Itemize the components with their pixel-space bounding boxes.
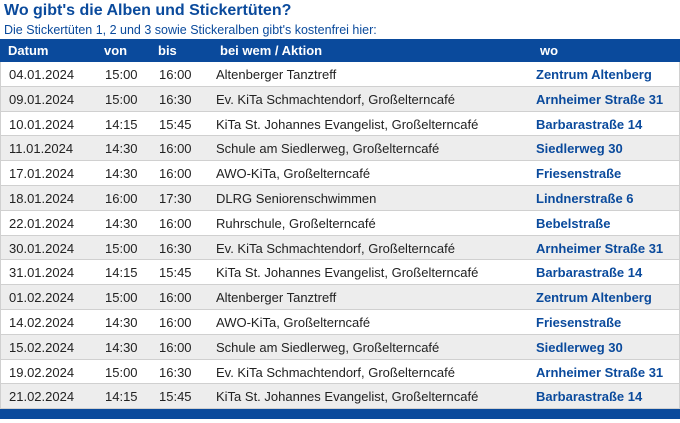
- table-row: 21.02.2024 14:15 15:45 KiTa St. Johannes Ev…: [0, 384, 680, 410]
- table-row: 10.01.2024 14:15 15:45 KiTa St. Johannes Ev…: [0, 111, 680, 137]
- cell-datum: 21.02.2024: [9, 389, 75, 405]
- table-header: Datum von bis bei wem / Aktion wo: [0, 39, 680, 62]
- cell-aktion: Ev. KiTa Schmachtendorf, Großelterncafé: [216, 91, 455, 107]
- cell-datum: 15.02.2024: [9, 339, 75, 355]
- cell-aktion: Ev. KiTa Schmachtendorf, Großelterncafé: [216, 240, 455, 256]
- header-datum: Datum: [8, 43, 49, 58]
- table-row: 09.01.2024 15:00 16:30 Ev. KiTa Schmachtend…: [0, 86, 680, 112]
- cell-bis: 16:00: [159, 290, 192, 306]
- cell-aktion: AWO-KiTa, Großelterncafé: [216, 166, 371, 182]
- cell-wo-link[interactable]: Siedlerweg 30: [536, 339, 623, 355]
- cell-wo-link[interactable]: Zentrum Altenberg: [536, 290, 652, 306]
- cell-bis: 16:00: [159, 215, 192, 231]
- cell-von: 14:30: [105, 314, 138, 330]
- table-row: 18.01.2024 16:00 17:30 DLRG Seniorenschwimm…: [0, 185, 680, 211]
- cell-wo-link[interactable]: Bebelstraße: [536, 215, 611, 231]
- cell-von: 15:00: [105, 91, 138, 107]
- cell-wo-link[interactable]: Siedlerweg 30: [536, 141, 623, 157]
- cell-aktion: Schule am Siedlerweg, Großelterncafé: [216, 339, 440, 355]
- cell-von: 14:15: [105, 265, 138, 281]
- cell-bis: 16:00: [159, 166, 192, 182]
- header-von: von: [104, 43, 128, 58]
- table-footer-bar: [0, 409, 680, 420]
- cell-bis: 15:45: [159, 389, 192, 405]
- table-row: 01.02.2024 15:00 16:00 Altenberger Tanztref…: [0, 285, 680, 310]
- schedule-table: Datum von bis bei wem / Aktion wo 04.01.…: [0, 39, 680, 420]
- cell-wo-link[interactable]: Zentrum Altenberg: [536, 67, 652, 82]
- cell-aktion: Altenberger Tanztreff: [216, 67, 337, 82]
- cell-datum: 19.02.2024: [9, 364, 75, 380]
- header-aktion: bei wem / Aktion: [220, 43, 323, 58]
- cell-von: 14:15: [105, 389, 138, 405]
- cell-bis: 16:30: [159, 364, 192, 380]
- cell-datum: 30.01.2024: [9, 240, 75, 256]
- cell-aktion: DLRG Seniorenschwimmen: [216, 190, 377, 206]
- cell-bis: 16:30: [159, 91, 192, 107]
- cell-wo-link[interactable]: Lindnerstraße 6: [536, 190, 634, 206]
- cell-wo-link[interactable]: Friesenstraße: [536, 314, 622, 330]
- cell-von: 14:15: [105, 116, 138, 132]
- cell-von: 14:30: [105, 215, 138, 231]
- cell-bis: 16:00: [159, 141, 192, 157]
- cell-von: 15:00: [105, 240, 138, 256]
- table-row: 31.01.2024 14:15 15:45 KiTa St. Johannes Ev…: [0, 260, 680, 286]
- cell-aktion: AWO-KiTa, Großelterncafé: [216, 314, 371, 330]
- table-row: 19.02.2024 15:00 16:30 Ev. KiTa Schmachtend…: [0, 359, 680, 385]
- cell-von: 15:00: [105, 67, 138, 82]
- cell-wo-link[interactable]: Arnheimer Straße 31: [536, 364, 664, 380]
- page-subtitle: Die Stickertüten 1, 2 und 3 sowie Sticke…: [4, 23, 377, 37]
- cell-bis: 16:30: [159, 240, 192, 256]
- table-row: 30.01.2024 15:00 16:30 Ev. KiTa Schmachtend…: [0, 235, 680, 261]
- table-row: 15.02.2024 14:30 16:00 Schule am Siedlerweg…: [0, 334, 680, 360]
- cell-aktion: KiTa St. Johannes Evangelist, Großeltern…: [216, 389, 479, 405]
- header-wo: wo: [540, 43, 559, 58]
- cell-wo-link[interactable]: Barbarastraße 14: [536, 116, 643, 132]
- table-row: 22.01.2024 14:30 16:00 Ruhrschule, Großelte…: [0, 210, 680, 236]
- table-body: 04.01.2024 15:00 16:00 Altenberger Tanztref…: [0, 62, 680, 410]
- table-row: 04.01.2024 15:00 16:00 Altenberger Tanztref…: [0, 62, 680, 87]
- cell-datum: 09.01.2024: [9, 91, 75, 107]
- cell-wo-link[interactable]: Barbarastraße 14: [536, 265, 643, 281]
- cell-datum: 14.02.2024: [9, 314, 75, 330]
- cell-von: 14:30: [105, 141, 138, 157]
- cell-aktion: Ruhrschule, Großelterncafé: [216, 215, 376, 231]
- cell-datum: 22.01.2024: [9, 215, 75, 231]
- cell-aktion: KiTa St. Johannes Evangelist, Großeltern…: [216, 265, 479, 281]
- cell-datum: 17.01.2024: [9, 166, 75, 182]
- cell-von: 14:30: [105, 339, 138, 355]
- cell-von: 15:00: [105, 290, 138, 306]
- cell-datum: 04.01.2024: [9, 67, 75, 82]
- header-bis: bis: [158, 43, 177, 58]
- cell-aktion: Ev. KiTa Schmachtendorf, Großelterncafé: [216, 364, 455, 380]
- cell-von: 15:00: [105, 364, 138, 380]
- cell-von: 14:30: [105, 166, 138, 182]
- cell-von: 16:00: [105, 190, 138, 206]
- cell-datum: 10.01.2024: [9, 116, 75, 132]
- cell-wo-link[interactable]: Arnheimer Straße 31: [536, 240, 664, 256]
- cell-aktion: KiTa St. Johannes Evangelist, Großeltern…: [216, 116, 479, 132]
- cell-datum: 11.01.2024: [9, 141, 74, 157]
- cell-datum: 01.02.2024: [9, 290, 75, 306]
- cell-bis: 17:30: [159, 190, 192, 206]
- cell-bis: 15:45: [159, 116, 192, 132]
- cell-datum: 18.01.2024: [9, 190, 75, 206]
- cell-bis: 15:45: [159, 265, 192, 281]
- cell-aktion: Schule am Siedlerweg, Großelterncafé: [216, 141, 440, 157]
- cell-wo-link[interactable]: Barbarastraße 14: [536, 389, 643, 405]
- cell-datum: 31.01.2024: [9, 265, 75, 281]
- table-row: 14.02.2024 14:30 16:00 AWO-KiTa, Großeltern…: [0, 309, 680, 335]
- page-title: Wo gibt's die Alben und Stickertüten?: [4, 2, 292, 19]
- cell-wo-link[interactable]: Arnheimer Straße 31: [536, 91, 664, 107]
- cell-bis: 16:00: [159, 67, 192, 82]
- cell-aktion: Altenberger Tanztreff: [216, 290, 337, 306]
- table-row: 11.01.2024 14:30 16:00 Schule am Siedlerweg…: [0, 136, 680, 162]
- cell-bis: 16:00: [159, 314, 192, 330]
- cell-wo-link[interactable]: Friesenstraße: [536, 166, 622, 182]
- cell-bis: 16:00: [159, 339, 192, 355]
- table-row: 17.01.2024 14:30 16:00 AWO-KiTa, Großeltern…: [0, 161, 680, 186]
